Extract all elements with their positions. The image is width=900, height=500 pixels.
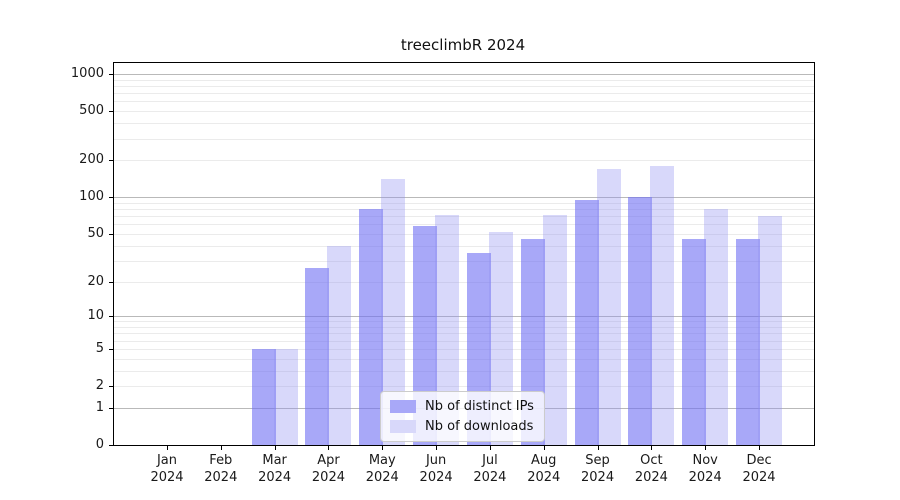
minor-gridline-500 [114,111,814,113]
y-tick-label-500: 500 [79,103,104,119]
x-tick-3 [328,446,330,450]
minor-gridline-7 [114,333,814,335]
y-tick-label-1: 1 [95,399,104,415]
x-tick-label-jul: Jul 2024 [473,453,507,485]
bar-downloads-aug [542,214,567,445]
y-tick-5 [109,348,114,350]
x-tick-7 [543,446,545,450]
bar-downloads-sep [596,168,621,445]
minor-gridline-900 [114,79,814,81]
x-tick-5 [436,446,438,450]
minor-gridline-600 [114,101,814,103]
minor-gridline-300 [114,138,814,140]
minor-gridline-800 [114,85,814,87]
bar-distinct-ips-apr [305,268,330,445]
bar-distinct-ips-dec [736,239,761,445]
bar-downloads-mar [273,348,298,445]
legend-swatch-downloads [390,420,416,433]
y-tick-label-100: 100 [79,189,104,205]
y-tick-50 [109,233,114,235]
y-tick-100 [109,197,114,199]
y-tick-500 [109,111,114,113]
y-tick-label-50: 50 [87,225,104,241]
y-tick-200 [109,160,114,162]
bar-distinct-ips-nov [682,239,707,445]
x-tick-label-dec: Dec 2024 [742,453,776,485]
minor-gridline-40 [114,245,814,247]
bar-distinct-ips-sep [574,199,599,445]
y-tick-label-5: 5 [95,340,104,356]
x-tick-label-nov: Nov 2024 [688,453,722,485]
x-tick-10 [705,446,707,450]
x-tick-label-oct: Oct 2024 [634,453,668,485]
major-gridline-1000 [114,74,814,75]
minor-gridline-6 [114,340,814,342]
x-tick-label-feb: Feb 2024 [204,453,238,485]
bar-downloads-oct [650,165,675,445]
y-tick-label-20: 20 [87,273,104,289]
minor-gridline-2 [114,386,814,387]
major-gridline-10 [114,316,814,318]
minor-gridline-8 [114,327,814,328]
minor-gridline-90 [114,202,814,204]
bar-downloads-dec [758,216,783,445]
minor-gridline-400 [114,123,814,125]
major-gridline-100 [114,197,814,199]
legend-label-distinct-ips: Nb of distinct IPs [425,399,534,414]
minor-gridline-20 [114,281,814,283]
y-tick-1 [109,407,114,409]
legend-item-downloads: Nb of downloads [390,419,534,434]
minor-gridline-3 [114,370,814,372]
bar-downloads-apr [327,245,352,445]
y-tick-label-200: 200 [79,152,104,168]
legend-swatch-distinct-ips [390,400,416,413]
minor-gridline-80 [114,209,814,211]
bar-distinct-ips-oct [628,197,653,445]
x-tick-0 [167,446,168,450]
y-tick-0 [109,445,114,446]
y-tick-label-10: 10 [87,308,104,324]
x-tick-4 [382,446,384,450]
minor-gridline-4 [114,358,814,360]
x-tick-label-sep: Sep 2024 [581,453,615,485]
minor-gridline-50 [114,233,814,235]
chart-title: treeclimbR 2024 [400,36,526,54]
x-tick-2 [274,446,276,450]
bar-distinct-ips-may [359,209,384,445]
bar-downloads-nov [704,209,729,445]
x-tick-1 [220,446,222,450]
y-tick-label-0: 0 [95,437,104,452]
x-tick-label-apr: Apr 2024 [311,453,345,485]
x-tick-8 [597,446,599,450]
minor-gridline-70 [114,216,814,218]
bar-distinct-ips-mar [251,348,276,445]
x-tick-label-jan: Jan 2024 [150,453,184,485]
y-tick-label-2: 2 [95,378,104,393]
x-tick-11 [759,446,761,450]
x-tick-label-mar: Mar 2024 [258,453,292,485]
x-tick-9 [651,446,653,450]
y-tick-1000 [109,74,114,75]
minor-gridline-60 [114,224,814,226]
legend: Nb of distinct IPs Nb of downloads [380,391,545,442]
minor-gridline-200 [114,160,814,162]
legend-label-downloads: Nb of downloads [425,419,534,434]
minor-gridline-30 [114,260,814,262]
y-tick-2 [109,386,114,387]
plot-area: 0 1 2 5 10 20 50 100 200 500 1000 Jan 2024 Feb 2024 M… [71,62,815,485]
y-tick-10 [109,316,114,318]
x-tick-label-jun: Jun 2024 [419,453,453,485]
x-tick-label-aug: Aug 2024 [527,453,561,485]
minor-gridline-9 [114,321,814,323]
x-tick-6 [489,446,491,450]
minor-gridline-5 [114,348,814,350]
legend-item-distinct-ips: Nb of distinct IPs [390,399,534,414]
x-tick-label-may: May 2024 [365,453,399,485]
y-tick-label-1000: 1000 [70,66,104,81]
y-tick-20 [109,281,114,283]
minor-gridline-700 [114,93,814,95]
